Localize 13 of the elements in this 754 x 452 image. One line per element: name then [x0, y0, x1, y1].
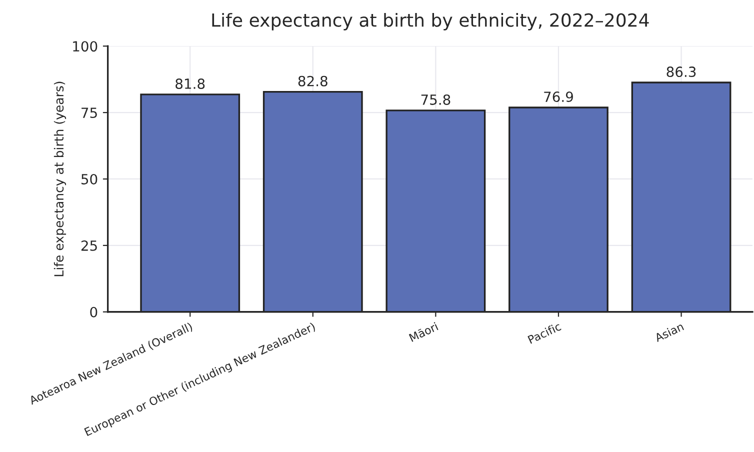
x-tick-label: Asian: [654, 322, 684, 342]
y-tick-label: 50: [82, 174, 98, 184]
data-label: 81.8: [176, 78, 205, 90]
chart-title: Life expectancy at birth by ethnicity, 2022–2024: [212, 12, 649, 30]
data-label: 75.8: [421, 94, 450, 105]
y-tick-label: 100: [73, 41, 98, 52]
y-tick-label: 25: [81, 240, 97, 251]
y-tick-label: 75: [82, 108, 97, 118]
data-label: 86.3: [666, 66, 696, 78]
data-label: 82.8: [298, 76, 328, 86]
y-tick-label: 0: [90, 306, 98, 318]
y-axis-title: Life expectancy at birth (years): [54, 82, 66, 276]
data-label: 76.9: [544, 92, 573, 102]
